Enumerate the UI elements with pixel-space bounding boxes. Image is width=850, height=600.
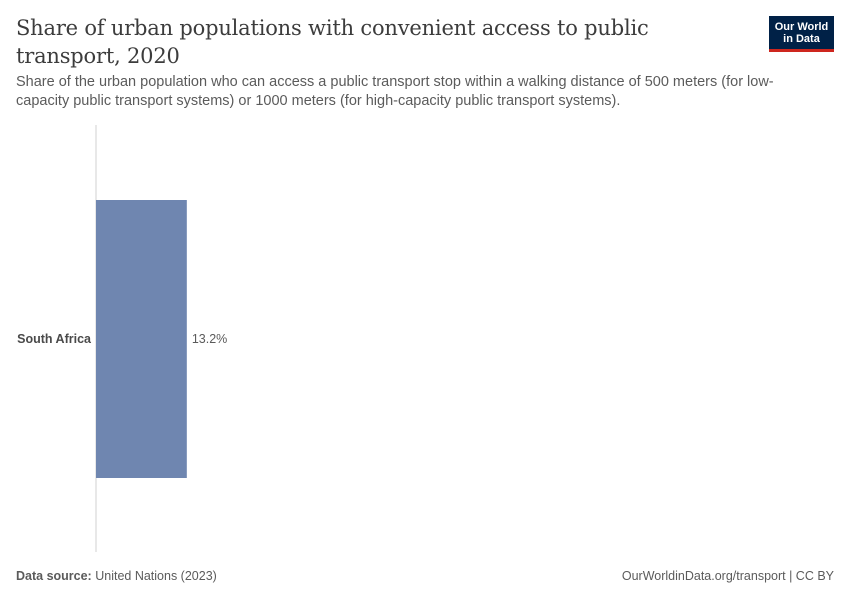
category-label: South Africa bbox=[17, 332, 92, 346]
footer-attribution[interactable]: OurWorldinData.org/transport | CC BY bbox=[621, 569, 834, 583]
data-source: Data source: United Nations (2023) bbox=[16, 569, 217, 583]
chart-subtitle: Share of the urban population who can ac… bbox=[16, 74, 774, 109]
value-label: 13.2% bbox=[192, 332, 227, 346]
data-source-label: Data source: bbox=[16, 569, 92, 583]
bar-south-africa[interactable] bbox=[96, 200, 187, 478]
logo-line-2: in Data bbox=[783, 33, 820, 45]
chart-title: Share of urban populations with convenie… bbox=[16, 16, 649, 68]
data-source-value[interactable]: United Nations (2023) bbox=[95, 569, 217, 583]
bar-chart: South Africa 13.2% bbox=[17, 125, 227, 552]
owid-logo[interactable]: Our World in Data bbox=[769, 16, 834, 52]
logo-line-1: Our World bbox=[774, 21, 829, 33]
